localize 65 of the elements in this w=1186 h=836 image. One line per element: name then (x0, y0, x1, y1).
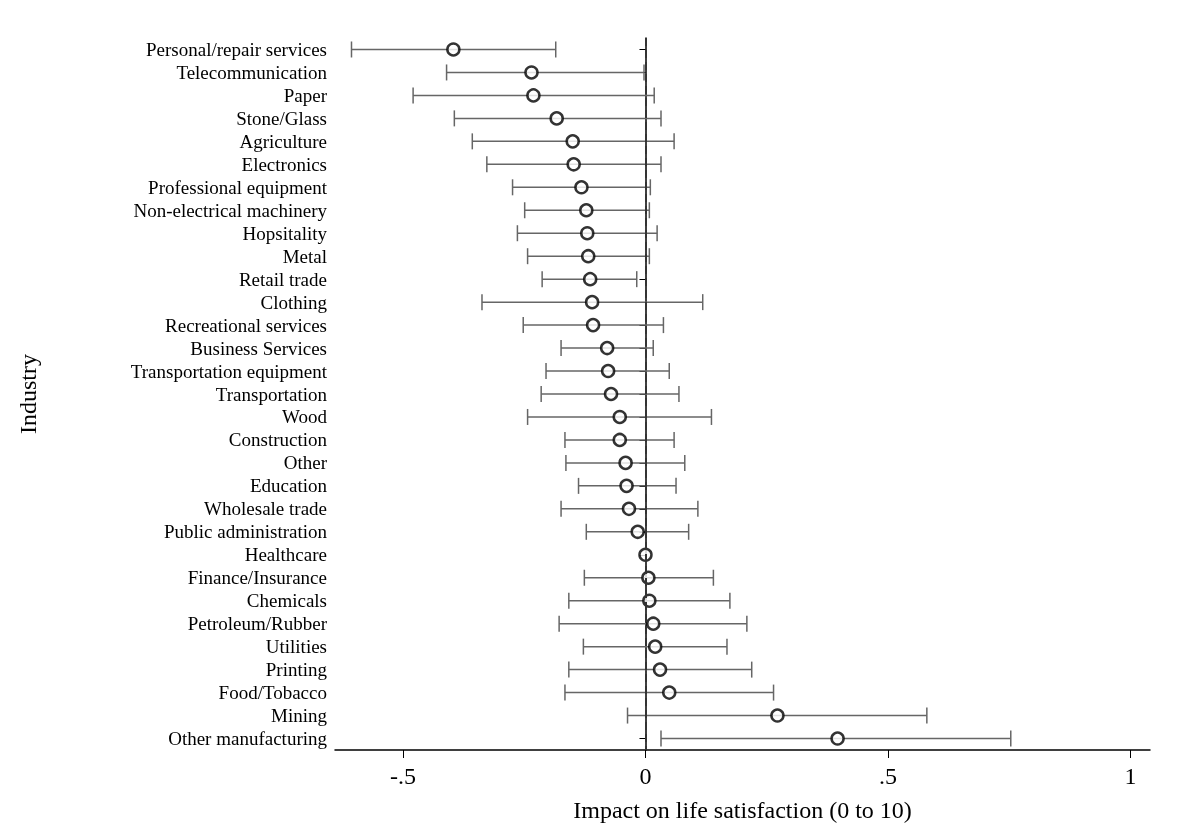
y-tick-label: Transportation (215, 383, 328, 405)
y-tick-label: Personal/repair services (146, 38, 327, 60)
point (585, 317, 601, 333)
point (584, 294, 600, 310)
y-tick-label: Mining (271, 705, 328, 727)
point (770, 708, 785, 723)
point (600, 363, 616, 379)
point (618, 455, 633, 471)
y-tick-label: Petroleum/Rubber (187, 613, 328, 635)
y-axis-title: Industry (15, 354, 41, 434)
point (599, 340, 615, 356)
point (574, 180, 589, 195)
point (646, 616, 661, 631)
y-tick-label: Other manufacturing (168, 728, 328, 750)
point (549, 111, 564, 126)
point (630, 524, 645, 540)
point (566, 157, 581, 172)
y-tick-label: Utilities (265, 636, 327, 658)
point (580, 248, 596, 264)
point (565, 134, 580, 149)
point (524, 65, 539, 80)
point (612, 409, 628, 425)
y-tick-label: Metal (282, 245, 327, 267)
y-tick-label: Wholesale trade (204, 498, 327, 520)
y-tick-label: Clothing (260, 291, 328, 313)
point (446, 42, 461, 57)
point (603, 386, 619, 402)
x-tick-label: 1 (1124, 763, 1137, 789)
point (647, 639, 663, 654)
y-tick-label: Hopsitality (242, 222, 328, 244)
y-tick-label: Business Services (190, 337, 327, 359)
x-axis-title: Impact on life satisfaction (0 to 10) (573, 797, 912, 823)
y-tick-label: Printing (265, 659, 328, 681)
point (582, 271, 598, 287)
y-tick-label: Healthcare (244, 544, 327, 566)
y-tick-label: Wood (282, 406, 328, 428)
y-tick-label: Recreational services (165, 314, 327, 336)
y-tick-label: Agriculture (239, 130, 327, 152)
x-tick-label: -.5 (389, 763, 416, 789)
y-tick-label: Other (283, 452, 328, 474)
point (621, 501, 637, 517)
y-tick-label: Retail trade (238, 268, 327, 290)
point (612, 432, 628, 448)
y-tick-label: Public administration (163, 521, 328, 543)
x-tick-label: 0 (639, 763, 652, 789)
y-tick-label: Paper (283, 84, 328, 106)
point (652, 662, 668, 677)
point (579, 203, 594, 218)
y-tick-label: Finance/Insurance (187, 567, 327, 589)
y-tick-label: Chemicals (246, 590, 327, 612)
y-tick-label: Construction (228, 429, 328, 451)
y-tick-label: Telecommunication (176, 61, 328, 83)
y-tick-label: Electronics (241, 153, 327, 175)
point (580, 225, 595, 241)
x-tick-label: .5 (879, 763, 898, 789)
y-tick-label: Transportation equipment (130, 360, 328, 382)
point (619, 478, 634, 494)
y-tick-label: Education (249, 475, 328, 497)
y-tick-label: Stone/Glass (236, 107, 327, 129)
y-tick-label: Food/Tobacco (218, 682, 327, 704)
y-tick-label: Professional equipment (148, 176, 328, 198)
point (830, 731, 845, 746)
y-tick-label: Non-electrical machinery (133, 199, 328, 221)
point (662, 685, 677, 700)
point (526, 88, 541, 103)
